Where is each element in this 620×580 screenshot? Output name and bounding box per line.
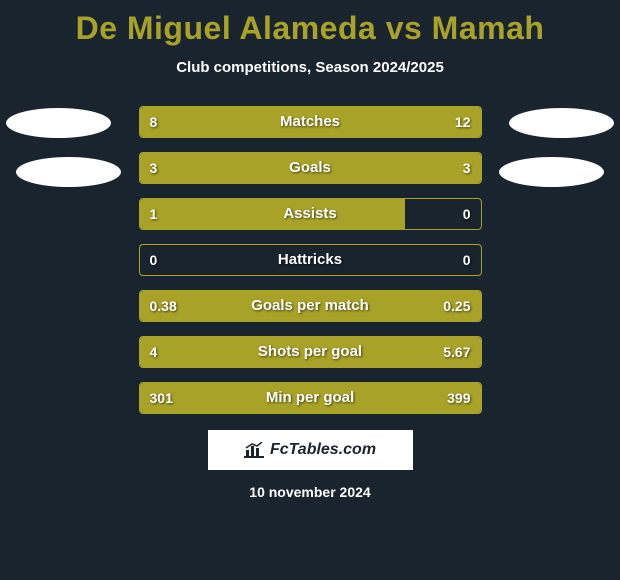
bar-row: 1Assists0 xyxy=(139,198,482,230)
player-avatar-left-2 xyxy=(16,157,121,187)
bar-label: Hattricks xyxy=(140,245,481,275)
bar-label: Goals per match xyxy=(140,291,481,321)
bar-container: 8Matches123Goals31Assists00Hattricks00.3… xyxy=(139,106,482,414)
brand-logo: FcTables.com xyxy=(208,430,413,470)
bar-label: Matches xyxy=(140,107,481,137)
page-title: De Miguel Alameda vs Mamah xyxy=(0,0,620,47)
bar-value-right: 399 xyxy=(447,383,470,413)
bar-label: Goals xyxy=(140,153,481,183)
bar-value-right: 0 xyxy=(463,199,471,229)
brand-text: FcTables.com xyxy=(270,441,376,459)
bar-value-right: 0.25 xyxy=(443,291,470,321)
bar-label: Assists xyxy=(140,199,481,229)
bar-row: 0Hattricks0 xyxy=(139,244,482,276)
bar-row: 0.38Goals per match0.25 xyxy=(139,290,482,322)
subtitle: Club competitions, Season 2024/2025 xyxy=(0,59,620,76)
bar-label: Min per goal xyxy=(140,383,481,413)
chart-icon xyxy=(244,442,264,458)
bar-value-right: 5.67 xyxy=(443,337,470,367)
bar-row: 301Min per goal399 xyxy=(139,382,482,414)
bar-row: 8Matches12 xyxy=(139,106,482,138)
bar-label: Shots per goal xyxy=(140,337,481,367)
bar-value-right: 0 xyxy=(463,245,471,275)
player-avatar-left-1 xyxy=(6,108,111,138)
bar-row: 3Goals3 xyxy=(139,152,482,184)
comparison-chart: 8Matches123Goals31Assists00Hattricks00.3… xyxy=(0,106,620,414)
date-caption: 10 november 2024 xyxy=(0,484,620,500)
player-avatar-right-2 xyxy=(499,157,604,187)
player-avatar-right-1 xyxy=(509,108,614,138)
bar-row: 4Shots per goal5.67 xyxy=(139,336,482,368)
bar-value-right: 3 xyxy=(463,153,471,183)
bar-value-right: 12 xyxy=(455,107,471,137)
